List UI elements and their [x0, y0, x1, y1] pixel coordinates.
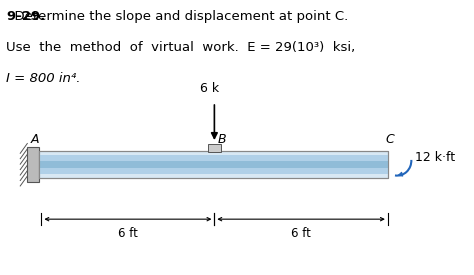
Text: 6 k: 6 k	[200, 82, 219, 95]
Text: 12 k·ft: 12 k·ft	[415, 152, 455, 164]
Text: I = 800 in⁴.: I = 800 in⁴.	[6, 72, 81, 85]
Text: 9–29.: 9–29.	[6, 10, 46, 23]
Text: Determine the slope and displacement at point C.: Determine the slope and displacement at …	[6, 10, 348, 23]
Text: Use  the  method  of  virtual  work.  E = 29(10³)  ksi,: Use the method of virtual work. E = 29(1…	[6, 41, 356, 54]
Bar	[39, 151, 388, 178]
Bar	[39, 155, 388, 174]
Text: 6 ft: 6 ft	[118, 227, 138, 240]
Text: B: B	[218, 133, 227, 146]
Bar	[27, 147, 39, 182]
Bar	[39, 151, 388, 178]
Bar	[39, 161, 388, 168]
Text: A: A	[31, 133, 39, 146]
Bar	[208, 144, 221, 152]
Text: 6 ft: 6 ft	[291, 227, 311, 240]
Text: C: C	[385, 133, 394, 146]
